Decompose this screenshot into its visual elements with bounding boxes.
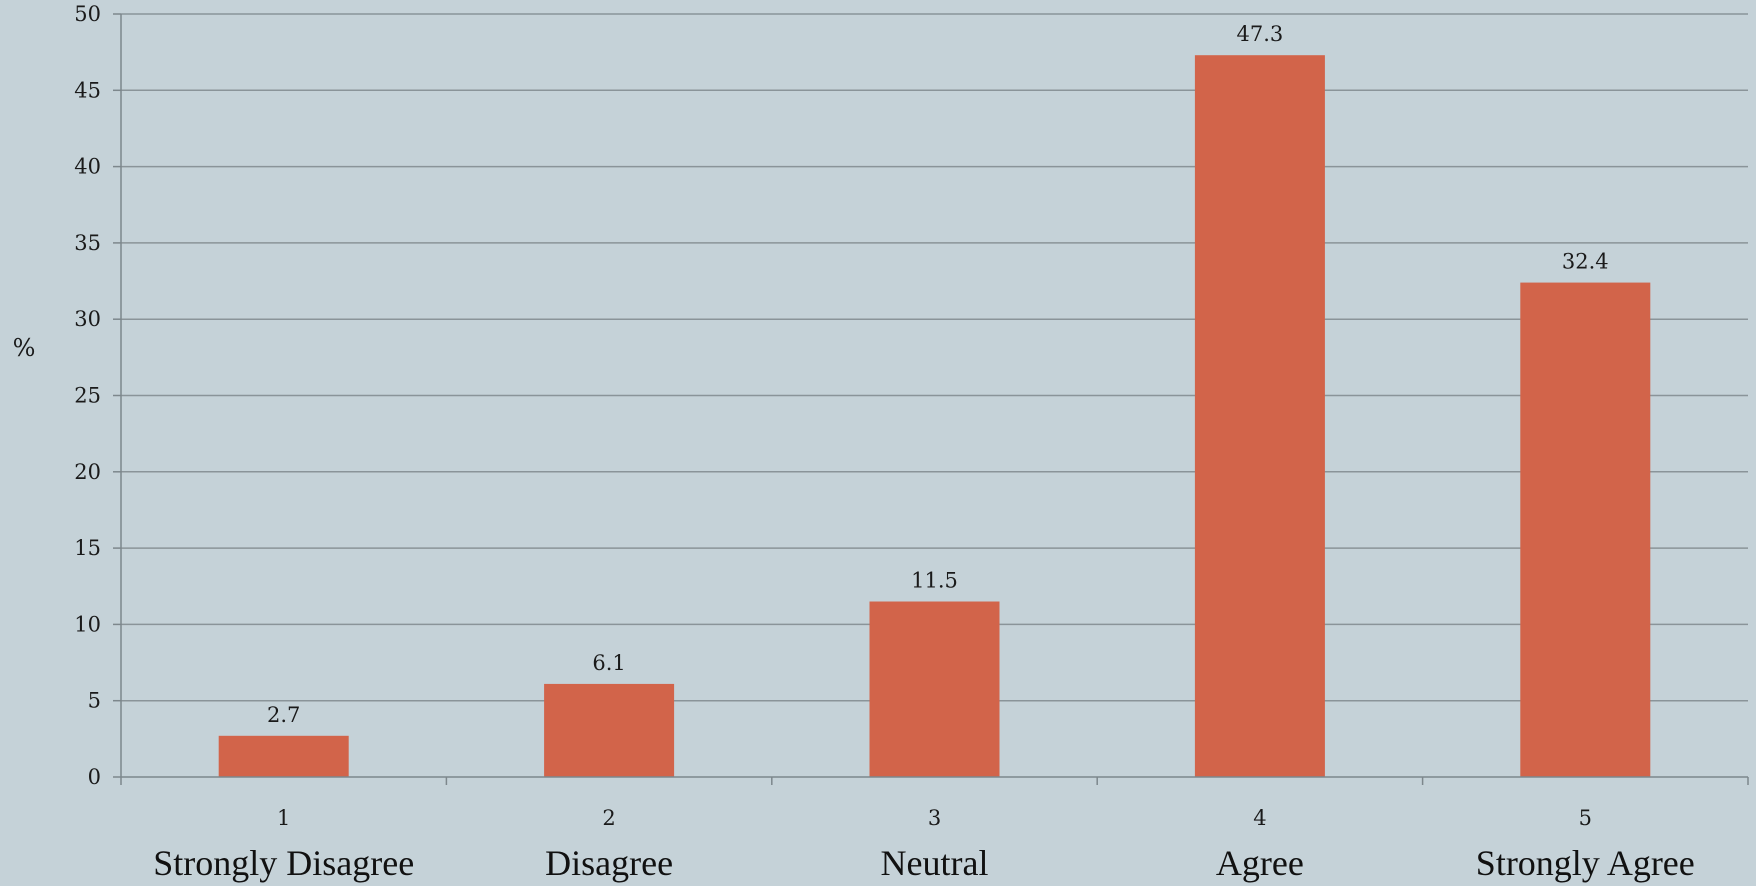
- category-name: Disagree: [545, 843, 673, 883]
- y-tick-label: 30: [74, 307, 101, 331]
- y-tick-label: 25: [74, 384, 101, 408]
- category-name: Neutral: [881, 843, 989, 883]
- x-tick-label: 1: [277, 806, 290, 830]
- y-tick-label: 40: [74, 155, 101, 179]
- x-tick-label: 5: [1579, 806, 1592, 830]
- x-tick-label: 2: [602, 806, 615, 830]
- data-label: 2.7: [267, 703, 300, 727]
- y-tick-label: 50: [74, 2, 101, 26]
- category-name: Strongly Disagree: [153, 843, 414, 883]
- y-tick-label: 15: [74, 536, 101, 560]
- y-tick-label: 0: [88, 765, 101, 789]
- data-label: 6.1: [592, 651, 625, 675]
- axes: [113, 13, 1749, 785]
- bar-1: [218, 735, 349, 777]
- data-label: 11.5: [911, 569, 958, 593]
- y-tick-label: 35: [74, 231, 101, 255]
- bar-2: [544, 683, 675, 777]
- y-tick-label: 45: [74, 78, 101, 102]
- data-label: 47.3: [1237, 22, 1284, 46]
- category-name: Strongly Agree: [1476, 843, 1695, 883]
- x-tick-label: 3: [928, 806, 941, 830]
- bar-3: [869, 601, 1000, 777]
- category-name: Agree: [1216, 843, 1304, 883]
- bars: [218, 55, 1651, 777]
- y-axis-label: %: [13, 334, 36, 362]
- data-label: 32.4: [1562, 250, 1609, 274]
- y-tick-label: 10: [74, 612, 101, 636]
- bar-5: [1520, 282, 1651, 777]
- y-tick-label: 5: [88, 689, 101, 713]
- gridlines: [121, 13, 1748, 702]
- y-tick-label: 20: [74, 460, 101, 484]
- x-tick-label: 4: [1253, 806, 1266, 830]
- bar-4: [1194, 55, 1325, 777]
